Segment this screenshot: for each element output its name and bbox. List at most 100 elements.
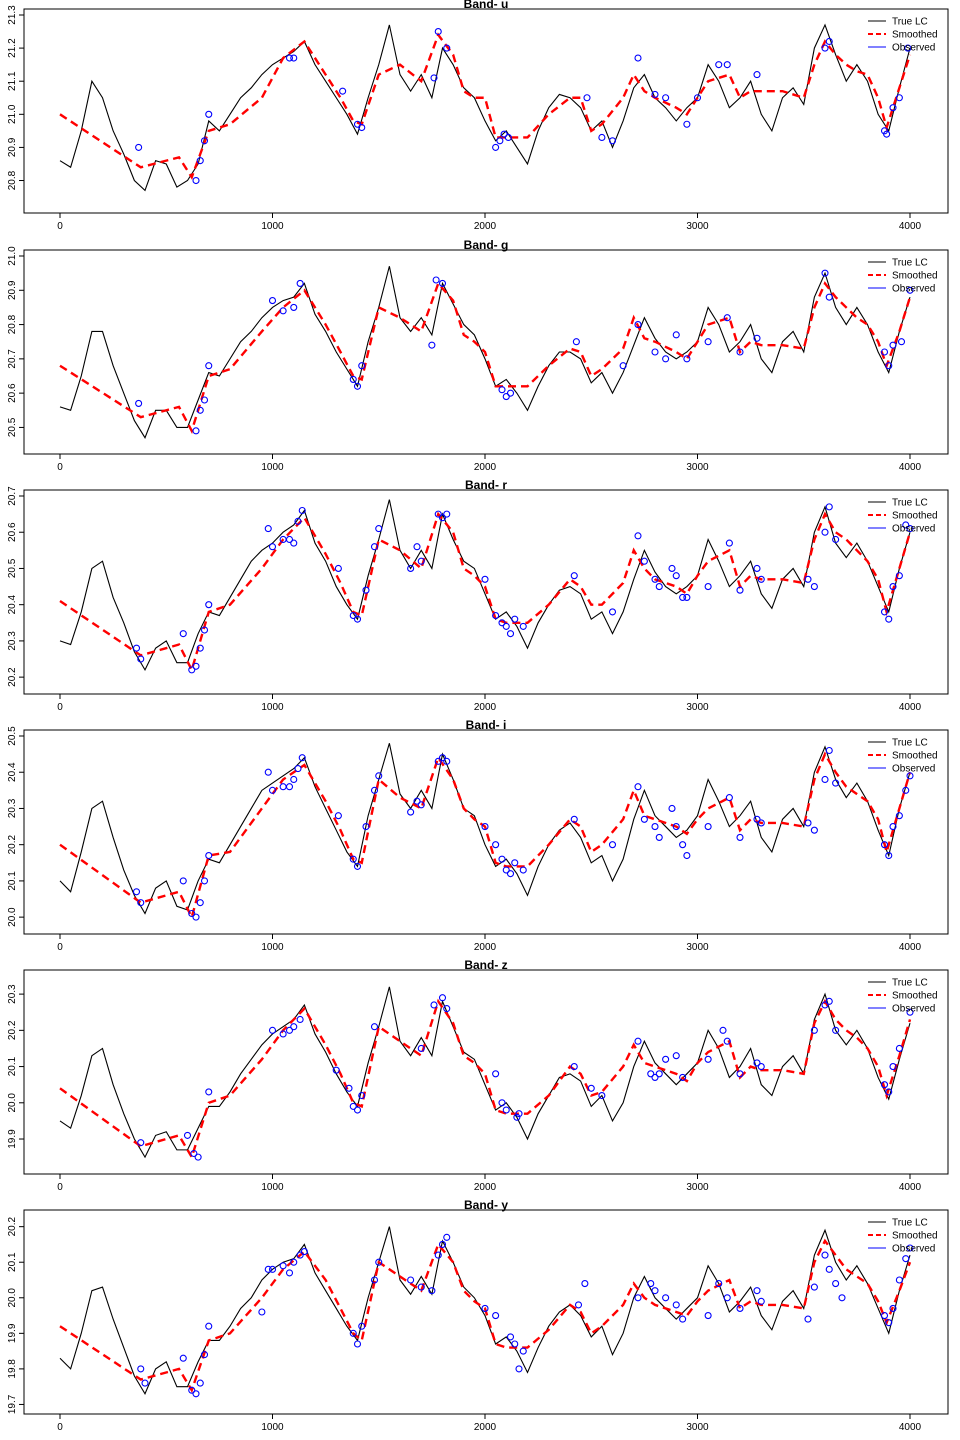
observed-point bbox=[279, 307, 287, 315]
observed-point bbox=[345, 1084, 353, 1092]
panel-title: Band- z bbox=[464, 958, 507, 972]
observed-point bbox=[753, 334, 761, 342]
y-tick-label: 19.9 bbox=[7, 1323, 18, 1343]
observed-point bbox=[736, 833, 744, 841]
observed-point bbox=[723, 1294, 731, 1302]
observed-point bbox=[428, 1287, 436, 1295]
observed-point bbox=[825, 1265, 833, 1273]
observed-point bbox=[897, 338, 906, 346]
observed-point bbox=[668, 804, 676, 813]
observed-point bbox=[349, 1102, 357, 1110]
observed-point bbox=[492, 143, 500, 151]
observed-point bbox=[583, 94, 591, 102]
observed-point bbox=[902, 521, 910, 529]
y-tick-label: 20.5 bbox=[7, 558, 18, 578]
observed-point bbox=[570, 572, 578, 580]
observed-point bbox=[634, 1037, 642, 1045]
legend: True LC Smoothed Observed bbox=[868, 738, 938, 775]
observed-point bbox=[704, 338, 712, 346]
series-true-lc bbox=[59, 499, 911, 672]
panel-bandr: Band- r 0 1000 2000 3000 4000 20.2 20.3 20.4 20.5… bbox=[7, 478, 949, 713]
x-tick-label: 1000 bbox=[261, 1182, 284, 1193]
observed-point bbox=[264, 525, 272, 533]
observed-point bbox=[880, 1312, 889, 1320]
observed-point bbox=[443, 1005, 451, 1013]
observed-point bbox=[832, 1026, 840, 1034]
legend-label: Smoothed bbox=[892, 751, 938, 762]
x-tick-label: 1000 bbox=[261, 221, 284, 232]
observed-point bbox=[662, 1055, 670, 1063]
observed-point bbox=[895, 1044, 903, 1053]
observed-point bbox=[137, 655, 145, 663]
observed-point bbox=[285, 1269, 294, 1277]
observed-point bbox=[515, 1110, 523, 1118]
panel-bandi: Band- i 0 1000 2000 3000 4000 20.0 20.1 20.2 20.3… bbox=[7, 718, 949, 953]
observed-point bbox=[753, 1059, 761, 1067]
observed-point bbox=[715, 61, 723, 69]
observed-point bbox=[296, 279, 304, 287]
observed-point bbox=[662, 94, 670, 102]
observed-point bbox=[492, 1312, 500, 1320]
y-tick-label: 19.7 bbox=[7, 1394, 18, 1414]
observed-point bbox=[417, 1044, 425, 1053]
observed-point bbox=[825, 746, 833, 755]
plot-frame bbox=[23, 489, 949, 695]
observed-point bbox=[906, 525, 914, 533]
legend: True LC Smoothed Observed bbox=[868, 17, 938, 54]
observed-point bbox=[651, 1287, 659, 1295]
observed-point bbox=[804, 819, 812, 827]
observed-point bbox=[358, 1091, 366, 1100]
observed-point bbox=[736, 348, 744, 356]
observed-point bbox=[902, 1255, 910, 1263]
observed-point bbox=[704, 823, 712, 831]
x-tick-label: 2000 bbox=[474, 1182, 497, 1193]
panel-bandu: Band- u 0 1000 2000 3000 4000 20.8 20.9 21.0 21.1… bbox=[7, 0, 949, 232]
x-tick-label: 3000 bbox=[686, 1422, 709, 1433]
observed-point bbox=[196, 644, 204, 652]
observed-point bbox=[443, 510, 451, 518]
observed-point bbox=[757, 575, 765, 583]
legend: True LC Smoothed Observed bbox=[868, 258, 938, 295]
observed-point bbox=[608, 137, 617, 145]
observed-point bbox=[502, 866, 510, 874]
observed-point bbox=[298, 506, 306, 515]
observed-point bbox=[640, 815, 648, 823]
observed-point bbox=[192, 176, 200, 185]
observed-point bbox=[885, 1088, 893, 1096]
observed-point bbox=[804, 575, 812, 583]
observed-point bbox=[885, 1319, 893, 1327]
x-tick-label: 0 bbox=[57, 942, 63, 953]
y-tick-label: 20.8 bbox=[7, 314, 18, 334]
observed-point bbox=[668, 564, 676, 573]
observed-point bbox=[704, 1055, 712, 1063]
legend-label: Observed bbox=[892, 524, 935, 535]
observed-point bbox=[332, 1066, 340, 1074]
y-tick-label: 20.2 bbox=[7, 1216, 18, 1236]
observed-point bbox=[353, 1340, 362, 1348]
observed-point bbox=[132, 888, 141, 896]
y-tick-label: 20.7 bbox=[7, 349, 18, 369]
observed-point bbox=[832, 779, 840, 787]
x-tick-label: 4000 bbox=[899, 462, 922, 473]
observed-point bbox=[672, 572, 680, 580]
observed-point bbox=[889, 583, 897, 591]
plot-frame bbox=[23, 1209, 949, 1415]
observed-point bbox=[434, 757, 442, 765]
observed-point bbox=[647, 1070, 655, 1078]
y-tick-label: 19.8 bbox=[7, 1359, 18, 1379]
observed-point bbox=[570, 1063, 578, 1071]
observed-point bbox=[353, 862, 362, 870]
panel-title: Band- y bbox=[464, 1198, 508, 1212]
x-tick-label: 0 bbox=[57, 702, 63, 713]
observed-point bbox=[895, 94, 903, 102]
observed-point bbox=[285, 54, 294, 62]
observed-point bbox=[885, 615, 893, 623]
observed-point bbox=[481, 575, 489, 583]
observed-point bbox=[268, 297, 277, 305]
observed-point bbox=[268, 543, 277, 551]
observed-point bbox=[413, 797, 421, 805]
legend-label: True LC bbox=[892, 978, 928, 989]
observed-point bbox=[889, 104, 897, 112]
observed-point bbox=[349, 611, 357, 620]
observed-point bbox=[506, 1333, 515, 1341]
